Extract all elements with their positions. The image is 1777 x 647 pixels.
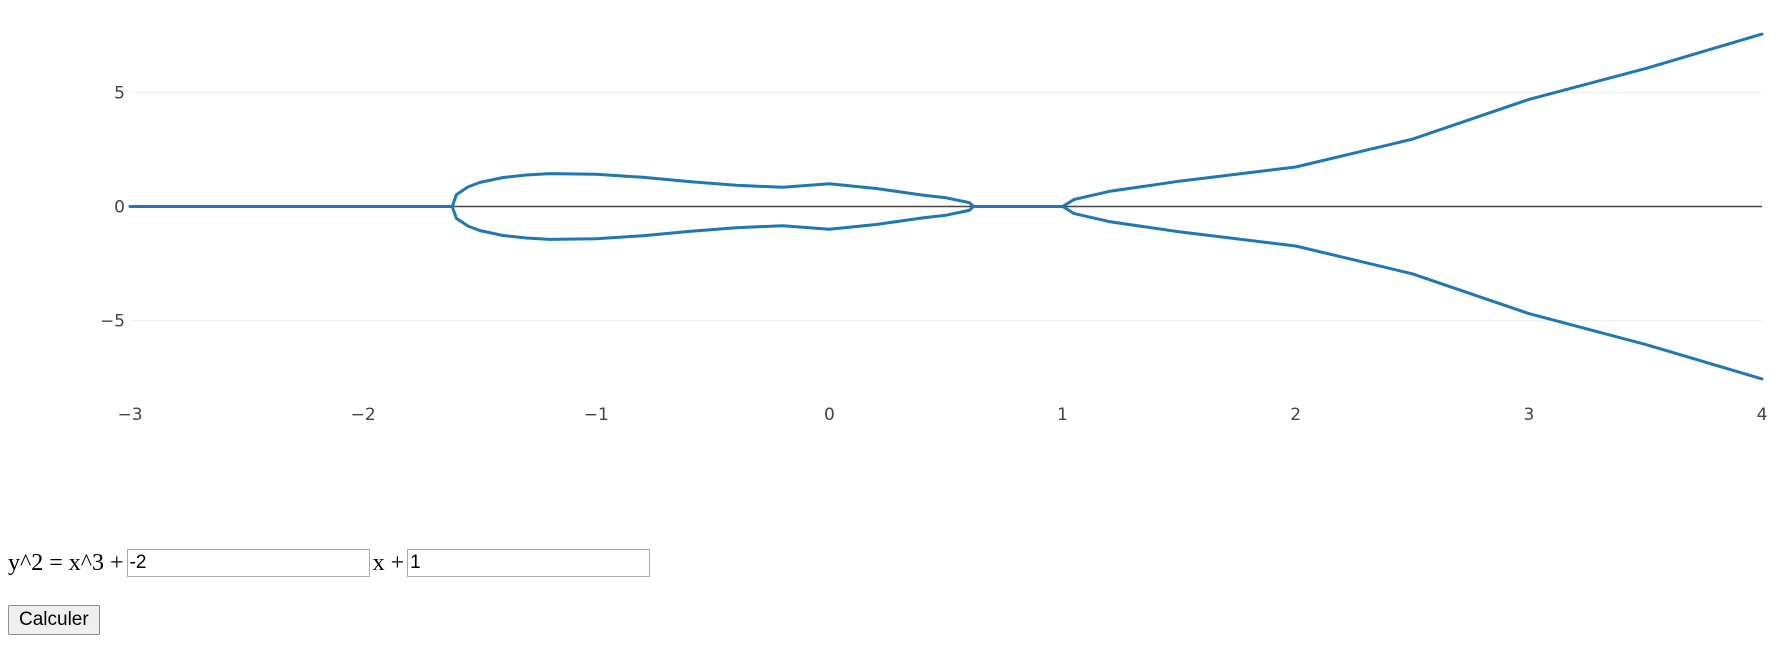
y-tick-label: 5 <box>114 83 125 103</box>
curve-plot: 5 0 −5 −3 −2 −1 0 1 2 3 4 <box>100 32 1767 425</box>
x-tick-label: 1 <box>1057 405 1068 425</box>
equation-prefix-label: y^2 = x^3 + <box>8 549 124 576</box>
calculate-button[interactable]: Calculer <box>8 605 100 635</box>
x-tick-label: −1 <box>584 405 609 425</box>
y-tick-label: −5 <box>100 312 125 332</box>
y-axis-ticks: 5 0 −5 <box>100 83 125 331</box>
grid-lines <box>130 91 1762 322</box>
x-tick-label: −3 <box>117 405 142 425</box>
curve-segment <box>1061 32 1764 208</box>
curve-segment <box>1061 205 1764 381</box>
equation-middle-label: x + <box>372 549 405 576</box>
equation-form: y^2 = x^3 + x + <box>8 546 653 580</box>
y-tick-label: 0 <box>114 198 125 218</box>
x-tick-label: 2 <box>1290 405 1301 425</box>
curve-segment <box>450 205 975 241</box>
x-tick-label: 0 <box>824 405 835 425</box>
x-axis-ticks: −3 −2 −1 0 1 2 3 4 <box>117 405 1767 425</box>
x-tick-label: 4 <box>1757 405 1768 425</box>
coefficient-b-input[interactable] <box>407 549 651 577</box>
coefficient-a-input[interactable] <box>126 549 370 577</box>
x-tick-label: −2 <box>351 405 376 425</box>
curve-series <box>128 32 1764 381</box>
x-tick-label: 3 <box>1523 405 1534 425</box>
curve-segment <box>450 172 975 208</box>
